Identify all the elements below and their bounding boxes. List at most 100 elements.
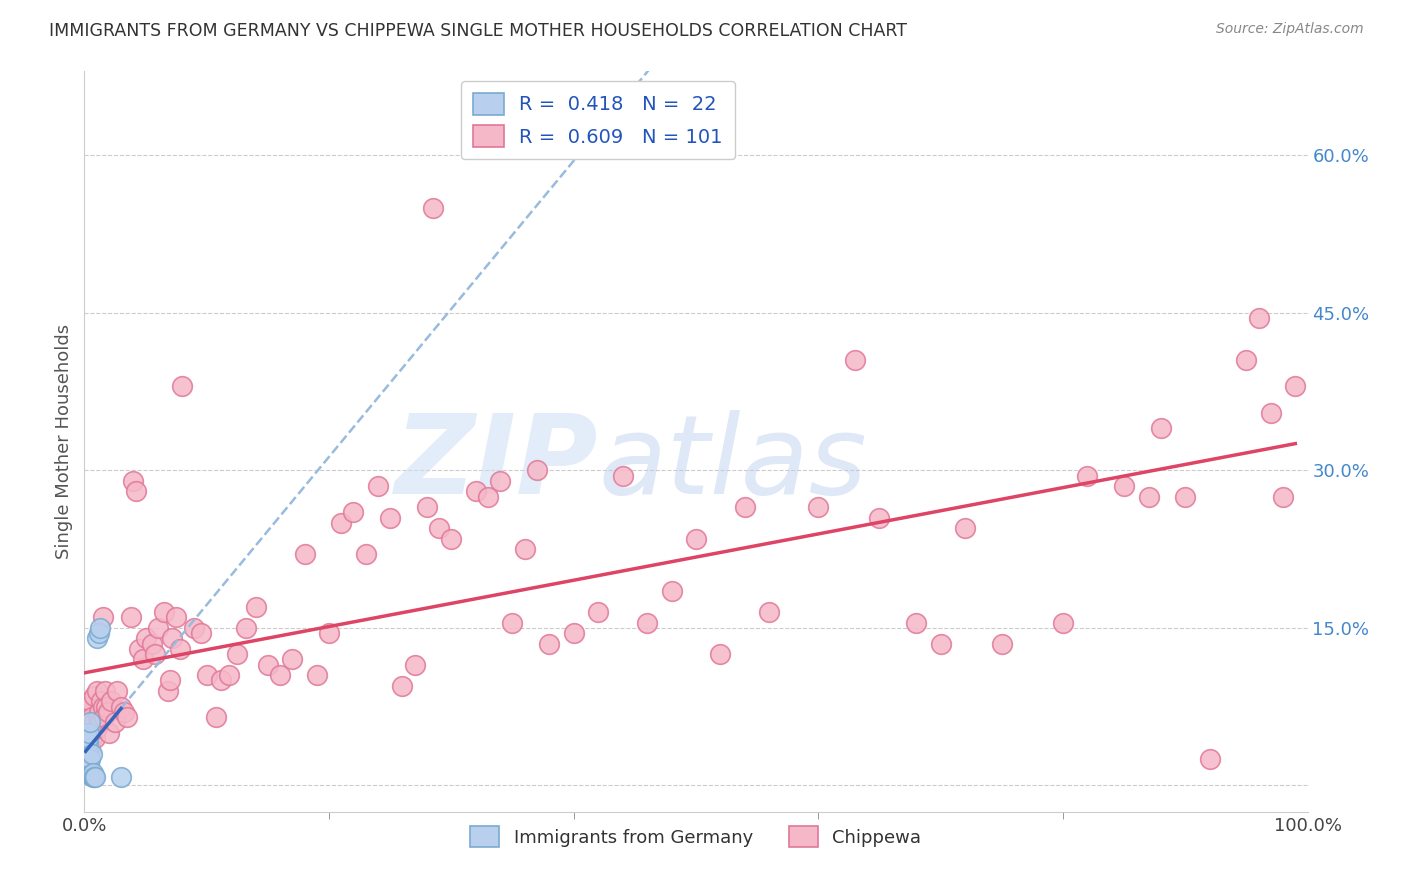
Point <box>80 768 103 782</box>
Point <box>77 757 100 772</box>
Point <box>172 379 194 393</box>
Point <box>477 490 499 504</box>
Point <box>165 610 187 624</box>
Point <box>77 736 100 750</box>
Point <box>953 521 976 535</box>
Point <box>83 715 105 730</box>
Point <box>159 673 181 688</box>
Point <box>100 694 122 708</box>
Point <box>281 652 304 666</box>
Point <box>367 479 389 493</box>
Point <box>342 505 364 519</box>
Text: ZIP: ZIP <box>395 410 598 517</box>
Point <box>77 726 100 740</box>
Point <box>141 637 163 651</box>
Point <box>869 510 891 524</box>
Point <box>146 621 169 635</box>
Point <box>132 652 155 666</box>
Point <box>391 679 413 693</box>
Point <box>807 500 830 515</box>
Point <box>77 715 100 730</box>
Point <box>87 705 110 719</box>
Point <box>1284 379 1306 393</box>
Point <box>77 763 100 777</box>
Point <box>209 673 232 688</box>
Point <box>153 605 176 619</box>
Point <box>269 668 291 682</box>
Point <box>80 731 103 746</box>
Point <box>128 642 150 657</box>
Point <box>79 752 101 766</box>
Point <box>427 521 450 535</box>
Point <box>205 710 228 724</box>
Point <box>110 770 132 784</box>
Point <box>112 705 135 719</box>
Point <box>135 632 157 646</box>
Point <box>90 694 112 708</box>
Point <box>758 605 780 619</box>
Point <box>80 710 103 724</box>
Point <box>636 615 658 630</box>
Point <box>844 353 866 368</box>
Point <box>235 621 257 635</box>
Point <box>1236 353 1258 368</box>
Point <box>96 699 118 714</box>
Point <box>1114 479 1136 493</box>
Text: Source: ZipAtlas.com: Source: ZipAtlas.com <box>1216 22 1364 37</box>
Point <box>245 599 267 614</box>
Point <box>79 741 101 756</box>
Point <box>905 615 928 630</box>
Point <box>97 726 120 740</box>
Point <box>77 726 100 740</box>
Point <box>84 731 107 746</box>
Point <box>83 770 105 784</box>
Point <box>1150 421 1173 435</box>
Point <box>77 736 100 750</box>
Point <box>586 605 609 619</box>
Point <box>929 637 952 651</box>
Point <box>77 731 100 746</box>
Point <box>318 626 340 640</box>
Point <box>83 689 105 703</box>
Point <box>156 684 179 698</box>
Point <box>76 752 98 766</box>
Point <box>1076 468 1098 483</box>
Point <box>89 715 111 730</box>
Point <box>502 615 524 630</box>
Point <box>294 548 316 562</box>
Point <box>709 647 731 661</box>
Point <box>305 668 328 682</box>
Point <box>79 768 101 782</box>
Point <box>97 705 120 719</box>
Point <box>1272 490 1295 504</box>
Point <box>195 668 218 682</box>
Point <box>82 721 104 735</box>
Point <box>330 516 353 530</box>
Text: atlas: atlas <box>598 410 866 517</box>
Point <box>169 642 191 657</box>
Point <box>87 710 110 724</box>
Text: IMMIGRANTS FROM GERMANY VS CHIPPEWA SINGLE MOTHER HOUSEHOLDS CORRELATION CHART: IMMIGRANTS FROM GERMANY VS CHIPPEWA SING… <box>49 22 907 40</box>
Point <box>416 500 439 515</box>
Point <box>84 770 107 784</box>
Point <box>75 757 97 772</box>
Point <box>354 548 377 562</box>
Point <box>110 699 132 714</box>
Point <box>75 710 97 724</box>
Point <box>82 765 104 780</box>
Point <box>1260 406 1282 420</box>
Point <box>76 705 98 719</box>
Point <box>77 741 100 756</box>
Point <box>76 747 98 761</box>
Point <box>91 699 114 714</box>
Point <box>513 542 536 557</box>
Point <box>87 626 110 640</box>
Point <box>79 694 101 708</box>
Point <box>183 621 205 635</box>
Point <box>422 201 444 215</box>
Point <box>1174 490 1197 504</box>
Point <box>77 699 100 714</box>
Point <box>93 710 115 724</box>
Point <box>76 721 98 735</box>
Point <box>82 770 104 784</box>
